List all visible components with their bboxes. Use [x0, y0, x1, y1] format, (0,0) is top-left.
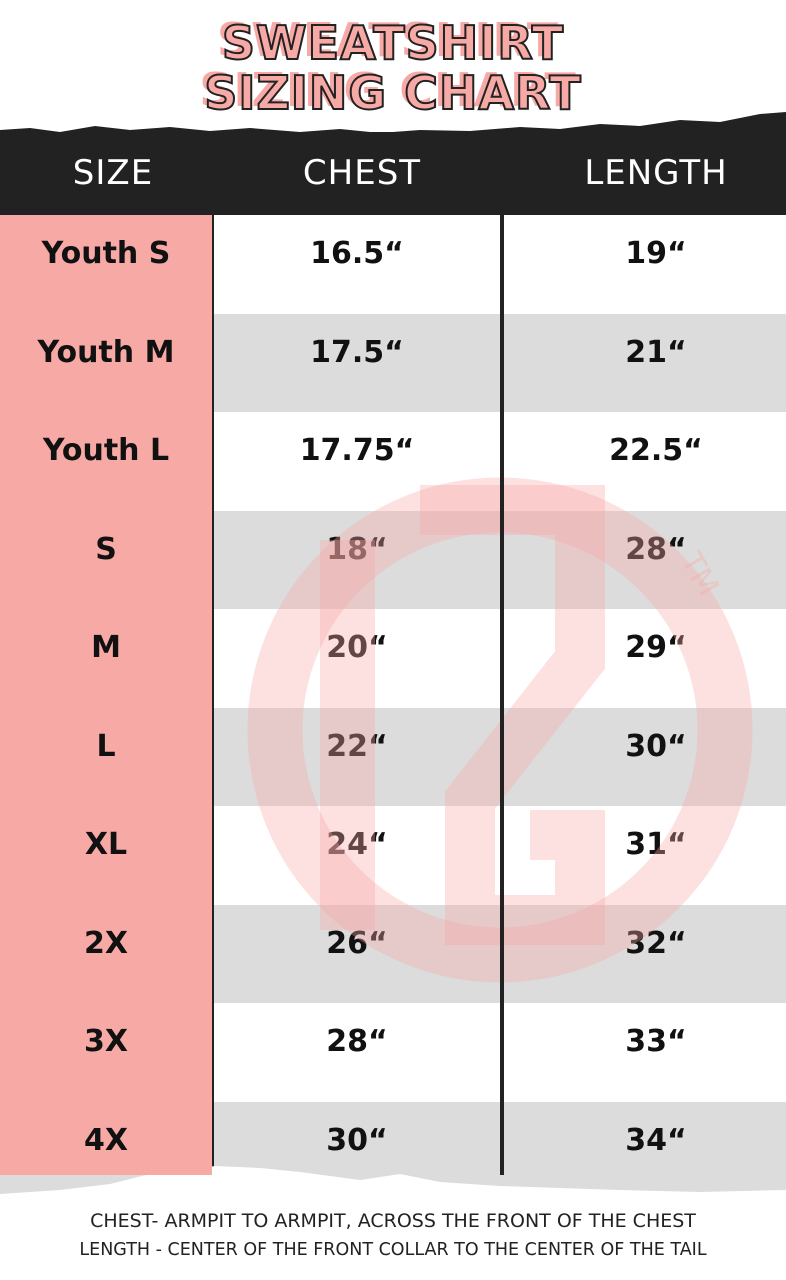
length-cell: 29“	[625, 630, 687, 665]
chest-cell: 20“	[326, 630, 388, 665]
chest-cell: 17.5“	[310, 334, 404, 370]
size-column-bg	[0, 215, 212, 1175]
header-length: LENGTH	[584, 153, 728, 193]
chest-cell: 22“	[326, 728, 388, 764]
size-cell: 4X	[83, 1122, 128, 1158]
chest-cell: 18“	[326, 531, 388, 567]
length-cell: 30“	[625, 728, 687, 764]
size-cell: L	[96, 728, 116, 764]
length-cell: 28“	[625, 531, 687, 567]
chest-cell: 17.75“	[299, 433, 415, 468]
table-row: 28“ 33“	[0, 1003, 786, 1102]
length-cell: 32“	[625, 925, 687, 961]
title-line-2: SIZING CHART	[203, 66, 582, 120]
length-cell: 19“	[625, 236, 687, 271]
length-cell: 31“	[625, 827, 687, 862]
size-cell: 3X	[83, 1024, 128, 1059]
table-row: 20“ 29“	[0, 609, 786, 708]
chest-cell: 26“	[326, 925, 388, 961]
chest-cell: 28“	[326, 1024, 388, 1059]
size-cell: S	[95, 531, 117, 567]
torn-edge-top	[0, 112, 786, 138]
chest-cell: 30“	[326, 1122, 388, 1158]
header-size: SIZE	[72, 153, 154, 193]
size-cell: Youth M	[37, 334, 175, 370]
header-chest: CHEST	[302, 153, 422, 193]
length-cell: 33“	[625, 1024, 687, 1059]
footer-length-note: LENGTH - CENTER OF THE FRONT COLLAR TO T…	[79, 1240, 707, 1260]
size-cell: 2X	[83, 925, 128, 961]
table-row: 17.75“ 22.5“	[0, 412, 786, 511]
chest-cell: 16.5“	[310, 236, 404, 271]
column-divider	[210, 215, 214, 1175]
footer-chest-note: CHEST- ARMPIT TO ARMPIT, ACROSS THE FRON…	[90, 1210, 696, 1232]
length-cell: 34“	[625, 1122, 687, 1158]
table-row: 24“ 31“	[0, 806, 786, 905]
length-cell: 22.5“	[609, 433, 703, 468]
size-cell: XL	[84, 827, 128, 862]
table-header: SIZE CHEST LENGTH	[0, 132, 786, 215]
size-cell: Youth S	[41, 236, 171, 271]
title-line-1: SWEATSHIRT	[221, 16, 565, 70]
column-divider	[500, 215, 504, 1175]
size-cell: Youth L	[42, 433, 170, 468]
table-row: 16.5“ 19“	[0, 215, 786, 314]
size-cell: M	[91, 630, 121, 665]
length-cell: 21“	[625, 334, 687, 370]
chest-cell: 24“	[326, 827, 388, 862]
